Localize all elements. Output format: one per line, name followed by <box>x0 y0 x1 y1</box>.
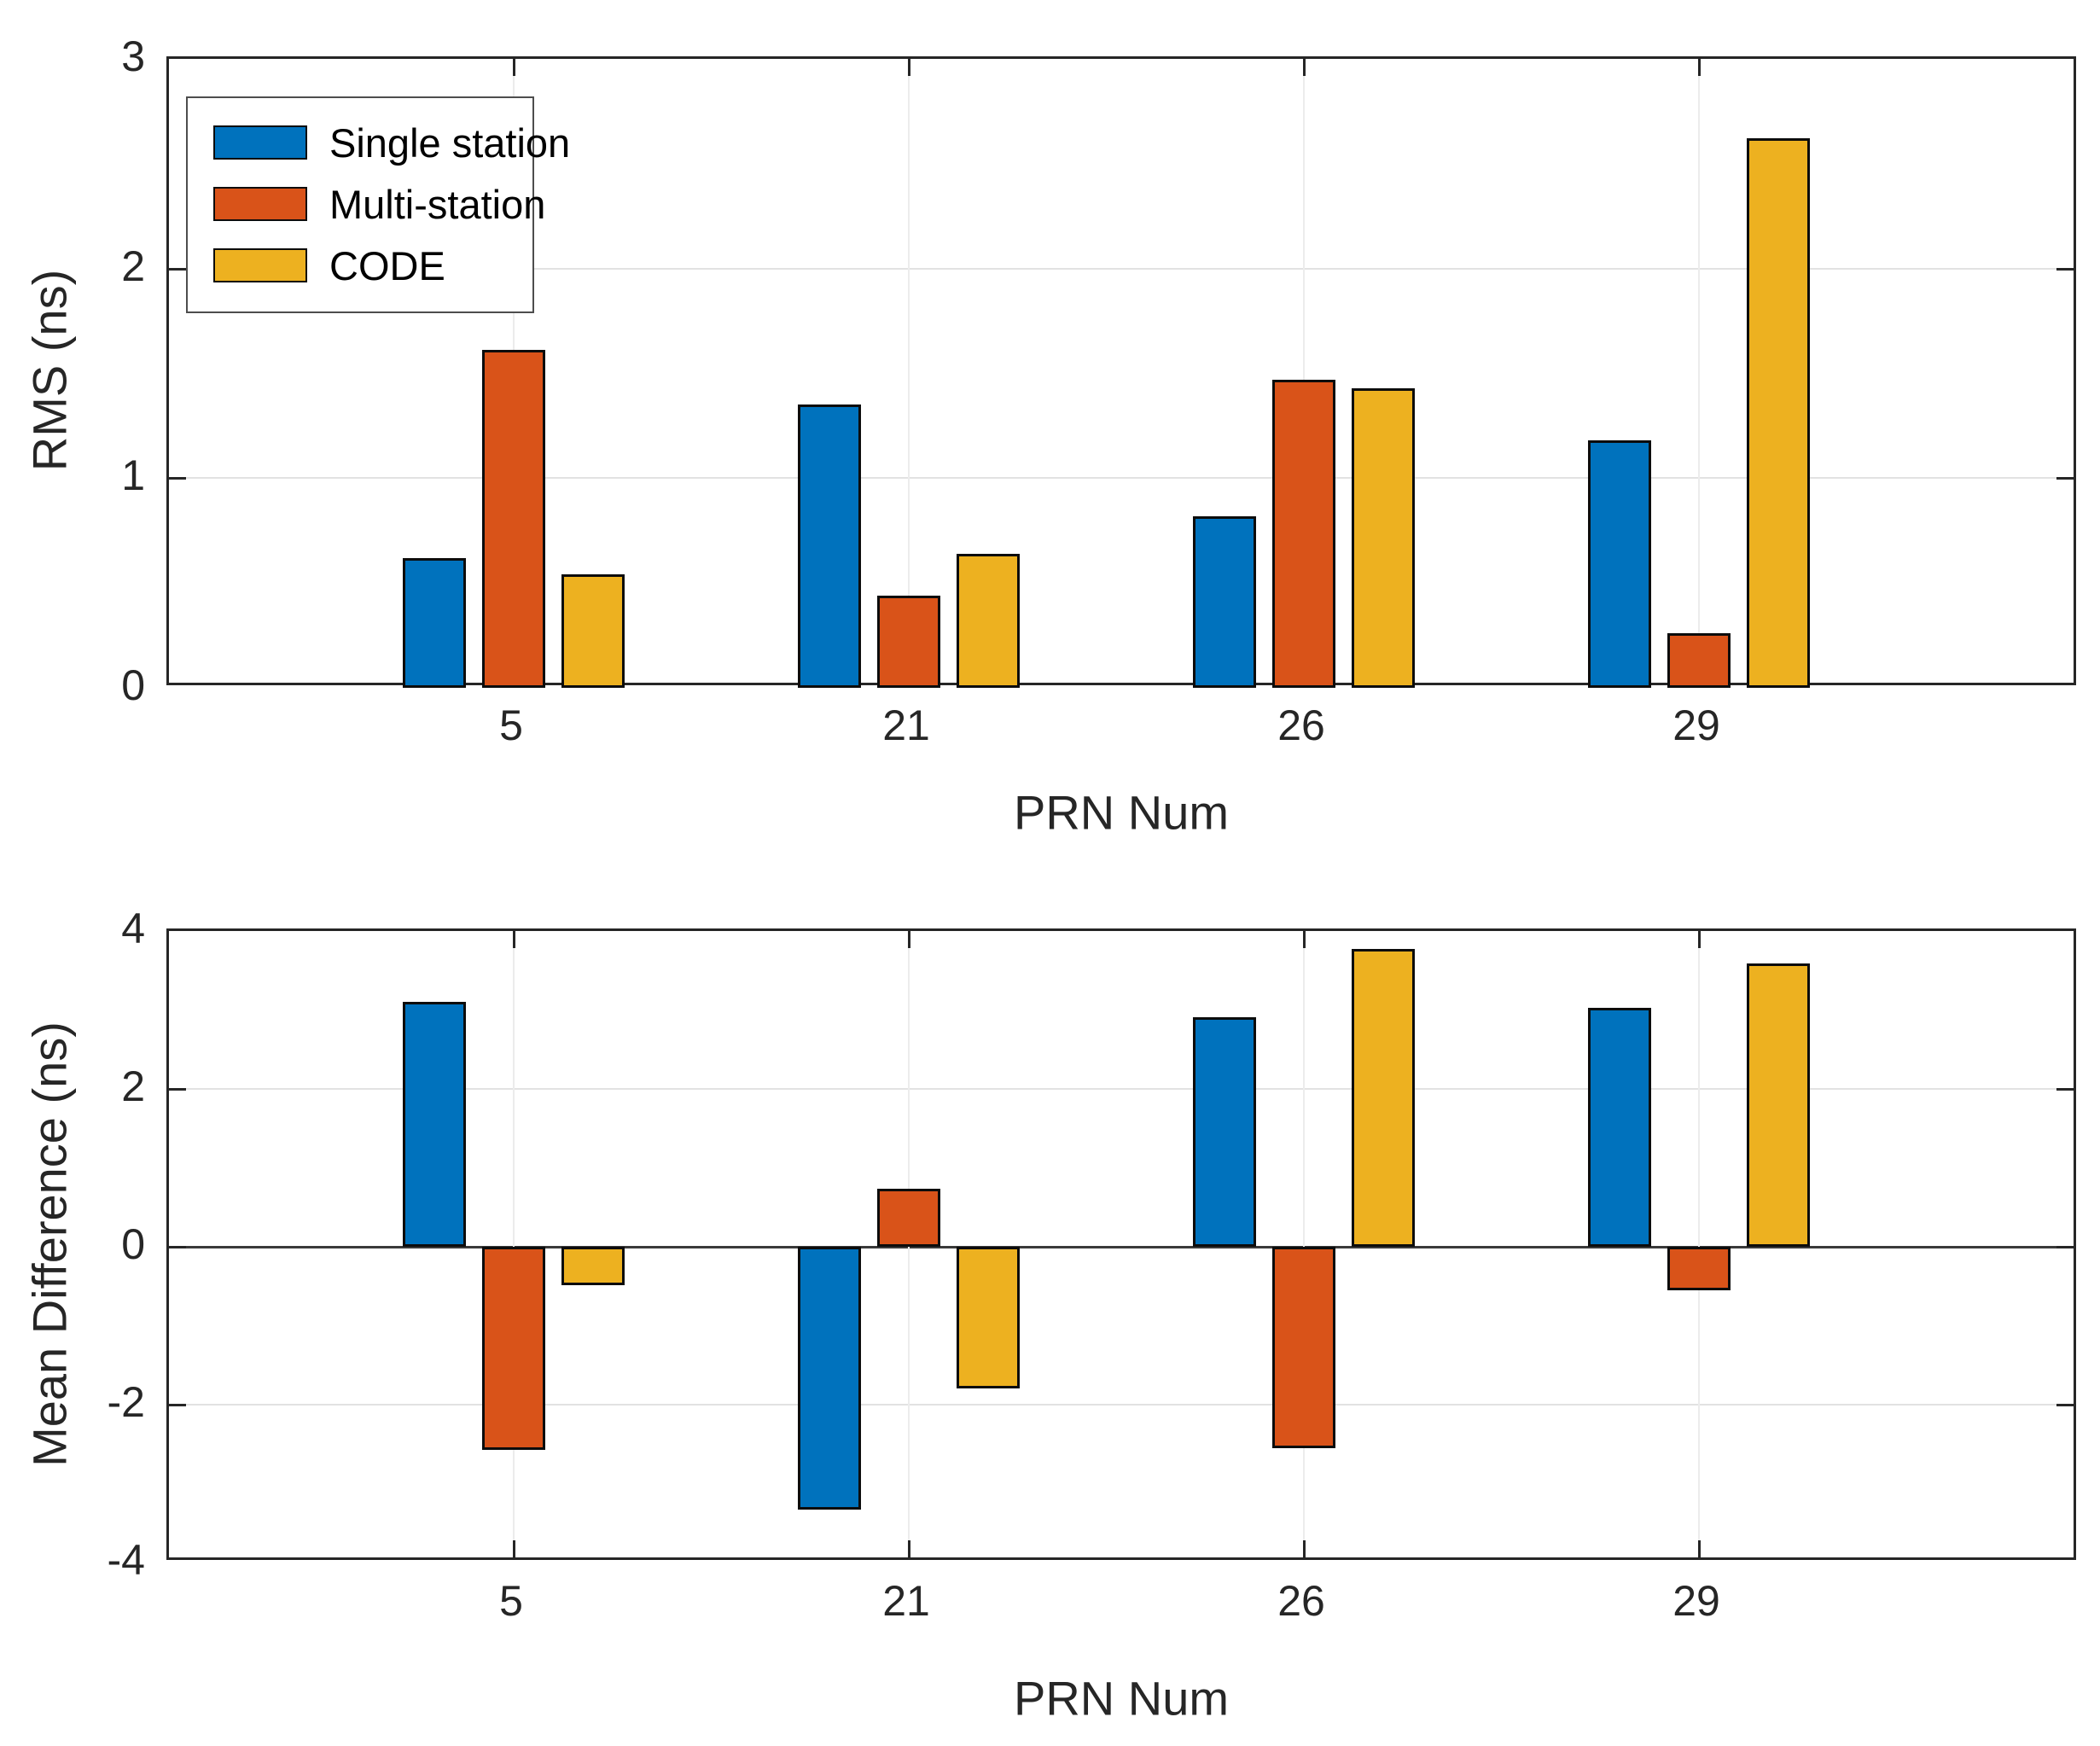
bar-multi-station-prn-5 <box>482 1247 545 1450</box>
x-tick-label: 5 <box>499 701 523 749</box>
rms-y-axis-label: RMS (ns) <box>22 269 77 472</box>
y-tick-label: 3 <box>121 32 145 80</box>
x-tick-label: 26 <box>1277 1577 1325 1625</box>
bar-multi-station-prn-29 <box>1667 633 1731 688</box>
legend-row: Single station <box>188 112 570 173</box>
bar-code-prn-29 <box>1747 138 1810 688</box>
y-gridline <box>169 477 2074 480</box>
bar-code-prn-5 <box>561 574 625 688</box>
y-tick-mark <box>169 477 186 480</box>
bar-single-station-prn-5 <box>403 557 466 688</box>
x-tick-mark <box>908 59 910 76</box>
x-tick-mark <box>1698 931 1701 948</box>
x-tick-mark <box>513 1540 515 1557</box>
legend: Single station Multi-station CODE <box>186 96 570 313</box>
legend-row: CODE <box>188 235 532 296</box>
legend-swatch-icon <box>213 248 307 282</box>
x-gridline <box>1698 931 1700 1557</box>
bar-multi-station-prn-29 <box>1667 1247 1731 1290</box>
bar-multi-station-prn-26 <box>1272 379 1335 688</box>
y-tick-label: 2 <box>121 242 145 290</box>
bar-multi-station-prn-26 <box>1272 1247 1335 1448</box>
rms-x-axis-label: PRN Num <box>1013 785 1230 840</box>
y-tick-mark <box>169 1088 186 1091</box>
bar-single-station-prn-21 <box>798 1247 861 1510</box>
x-tick-mark <box>1698 59 1701 76</box>
bar-multi-station-prn-21 <box>877 595 940 688</box>
mean-difference-x-axis-label: PRN Num <box>1013 1671 1230 1726</box>
bar-code-prn-21 <box>957 1247 1020 1388</box>
bar-single-station-prn-21 <box>798 404 861 688</box>
zero-line <box>169 1246 2074 1248</box>
bar-single-station-prn-26 <box>1193 1016 1256 1247</box>
x-gridline <box>908 59 910 683</box>
legend-label: CODE <box>329 242 445 288</box>
x-tick-mark <box>908 1540 910 1557</box>
y-tick-label: -2 <box>107 1378 145 1426</box>
y-tick-label: -4 <box>107 1536 145 1584</box>
y-tick-label: 0 <box>121 661 145 709</box>
y-tick-mark <box>2056 1404 2074 1406</box>
x-gridline <box>1303 59 1305 683</box>
x-tick-mark <box>1303 1540 1306 1557</box>
bar-code-prn-26 <box>1352 387 1415 688</box>
bar-single-station-prn-29 <box>1588 1007 1651 1247</box>
bar-multi-station-prn-5 <box>482 350 545 688</box>
legend-label: Single station <box>329 119 571 166</box>
y-tick-mark <box>169 267 186 271</box>
x-tick-mark <box>908 931 910 948</box>
y-tick-label: 1 <box>121 451 145 500</box>
y-tick-mark <box>2056 1246 2074 1248</box>
y-tick-mark <box>2056 477 2074 480</box>
x-tick-label: 21 <box>882 1577 930 1625</box>
bar-code-prn-26 <box>1352 949 1415 1247</box>
y-tick-mark <box>169 1246 186 1248</box>
y-tick-label: 0 <box>121 1220 145 1268</box>
bar-single-station-prn-5 <box>403 1002 466 1247</box>
y-tick-mark <box>169 1404 186 1406</box>
x-tick-label: 29 <box>1672 701 1720 749</box>
bar-single-station-prn-29 <box>1588 440 1651 688</box>
y-gridline <box>169 1404 2074 1406</box>
bar-code-prn-29 <box>1747 963 1810 1247</box>
x-tick-mark <box>513 931 515 948</box>
y-tick-label: 2 <box>121 1062 145 1110</box>
x-tick-mark <box>513 59 515 76</box>
x-tick-mark <box>1303 59 1306 76</box>
x-gridline <box>1698 59 1700 683</box>
x-gridline <box>1303 931 1305 1557</box>
x-gridline <box>513 931 515 1557</box>
bar-multi-station-prn-21 <box>877 1189 940 1247</box>
legend-swatch-icon <box>213 125 307 160</box>
x-tick-mark <box>1303 931 1306 948</box>
legend-row: Multi-station <box>188 173 545 235</box>
y-tick-label: 4 <box>121 905 145 952</box>
y-gridline <box>169 1088 2074 1090</box>
bar-code-prn-5 <box>561 1247 625 1286</box>
x-tick-label: 29 <box>1672 1577 1720 1625</box>
legend-label: Multi-station <box>329 181 546 227</box>
mean-difference-plot-area <box>166 928 2076 1560</box>
y-gridline <box>169 267 2074 270</box>
rms-plot-area: Single station Multi-station CODE <box>166 56 2076 688</box>
y-tick-mark <box>2056 267 2074 271</box>
x-tick-label: 21 <box>882 701 930 749</box>
x-tick-label: 5 <box>499 1577 523 1625</box>
y-tick-mark <box>2056 1088 2074 1091</box>
x-tick-mark <box>1698 1540 1701 1557</box>
bar-single-station-prn-26 <box>1193 515 1256 688</box>
legend-swatch-icon <box>213 187 307 221</box>
x-tick-label: 26 <box>1277 701 1325 749</box>
bar-code-prn-21 <box>957 553 1020 688</box>
